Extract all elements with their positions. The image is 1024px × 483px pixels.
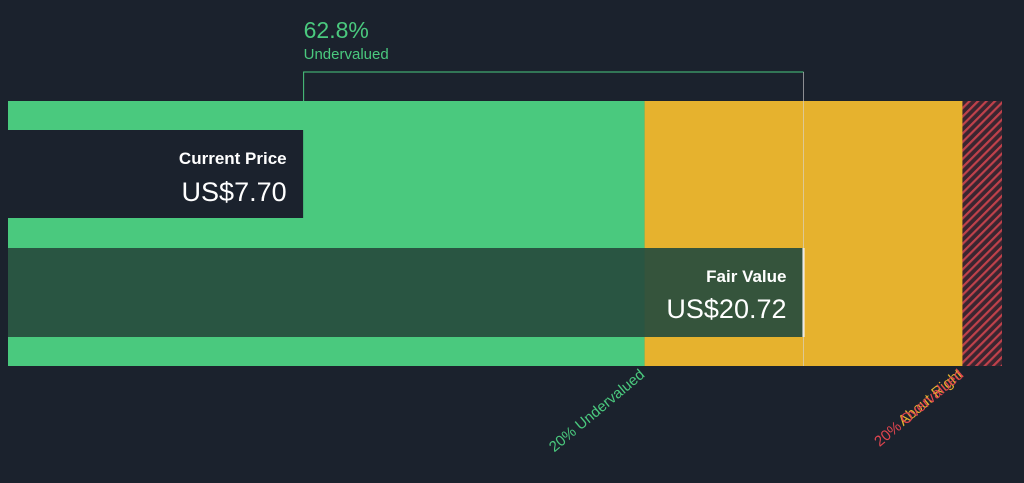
discount-bracket xyxy=(303,71,804,101)
fair-value-value: US$20.72 xyxy=(666,294,786,324)
valuation-status: Undervalued xyxy=(304,46,389,63)
zone-2 xyxy=(962,101,1002,366)
zone-label-2: 20% Overvalued xyxy=(871,366,967,450)
current-price-bar xyxy=(8,130,304,218)
discount-percent: 62.8% xyxy=(304,17,369,43)
fair-value-label: Fair Value xyxy=(706,267,786,286)
current-price-value: US$7.70 xyxy=(182,177,287,207)
fair-value-bar xyxy=(8,248,804,337)
zone-label-0: 20% Undervalued xyxy=(546,366,648,456)
current-price-label: Current Price xyxy=(179,149,287,168)
